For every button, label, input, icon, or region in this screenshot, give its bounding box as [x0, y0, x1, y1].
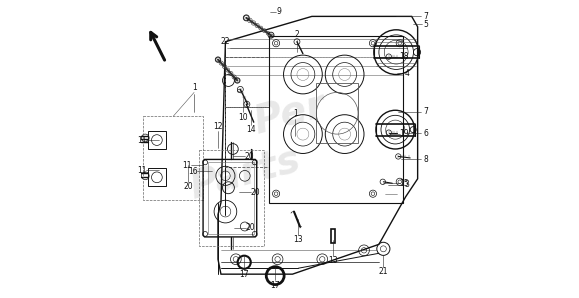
Bar	[199, 150, 264, 246]
Text: 19: 19	[400, 129, 409, 138]
Text: 10: 10	[239, 113, 248, 122]
Text: 13: 13	[294, 235, 303, 244]
Text: 18: 18	[400, 52, 409, 61]
Text: 5: 5	[424, 20, 428, 29]
Text: 11: 11	[137, 136, 146, 145]
Text: 1: 1	[293, 109, 298, 118]
Text: 14: 14	[246, 125, 255, 134]
Text: 15: 15	[400, 179, 409, 188]
Text: 16: 16	[188, 167, 197, 176]
Text: 13: 13	[328, 256, 338, 265]
Bar	[316, 83, 358, 143]
Text: 20: 20	[250, 188, 260, 197]
Text: 3: 3	[405, 180, 410, 189]
Text: 1: 1	[192, 83, 196, 92]
Bar	[207, 162, 254, 234]
Text: 4: 4	[405, 69, 410, 77]
Text: 22: 22	[221, 37, 230, 46]
Text: 11: 11	[137, 166, 146, 175]
Bar	[144, 116, 203, 200]
Text: 20: 20	[244, 152, 254, 161]
Text: 20: 20	[184, 182, 193, 191]
Text: 8: 8	[424, 155, 428, 164]
Text: 20: 20	[246, 224, 255, 232]
Text: 2: 2	[295, 30, 299, 39]
Text: 7: 7	[424, 107, 428, 116]
Text: Per: Per	[250, 86, 329, 141]
Text: 7: 7	[424, 12, 428, 21]
Text: 9: 9	[277, 7, 281, 16]
Text: Parts: Parts	[185, 140, 305, 206]
Text: 6: 6	[424, 129, 428, 138]
Text: 21: 21	[379, 267, 388, 276]
Text: 17: 17	[270, 281, 280, 290]
Bar	[331, 229, 335, 243]
Text: 11: 11	[182, 161, 192, 170]
Text: 17: 17	[239, 270, 249, 279]
Text: 12: 12	[213, 122, 223, 131]
